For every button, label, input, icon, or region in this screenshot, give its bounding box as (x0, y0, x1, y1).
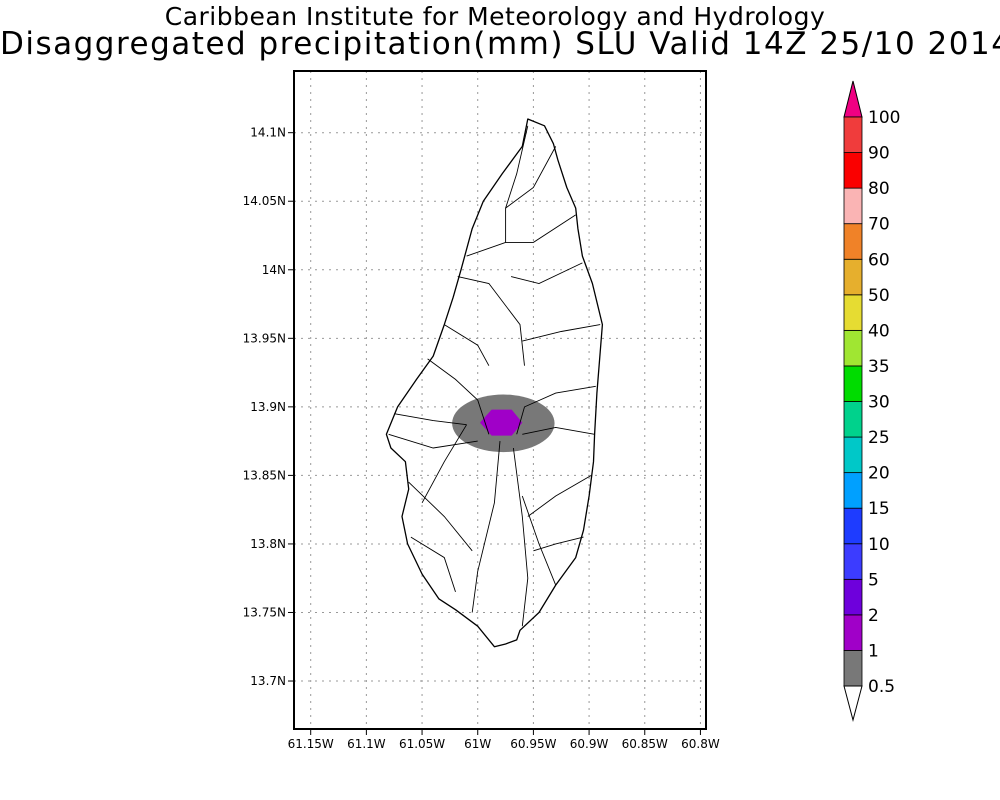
colorbar-cell (843, 258, 863, 296)
colorbar-label: 40 (868, 321, 890, 341)
catchment-boundary (505, 125, 529, 209)
colorbar-cell (843, 329, 863, 367)
catchment-boundary (471, 441, 501, 613)
colorbar-cell (843, 401, 863, 438)
colorbar-cell (843, 472, 863, 509)
precip-shading (452, 394, 555, 453)
catchment-boundary (421, 424, 467, 504)
colorbar-cell (843, 436, 863, 474)
catchment-boundary (522, 324, 601, 342)
x-tick-label: 61W (464, 737, 491, 751)
colorbar-under-arrow (843, 685, 863, 722)
catchment-boundary (394, 413, 467, 426)
catchment-boundary (512, 447, 529, 627)
colorbar-cell (843, 365, 863, 402)
x-tick-label: 60.8W (681, 737, 720, 751)
catchment-boundary (388, 433, 478, 449)
colorbar-cell (843, 223, 863, 260)
colorbar-label: 10 (868, 535, 890, 555)
x-tick-label: 61.1W (347, 737, 386, 751)
catchment-boundary (505, 214, 576, 243)
y-tick-label: 13.7N (250, 674, 286, 688)
grid-lines (294, 71, 706, 729)
catchment-boundary (516, 385, 596, 435)
product-title: Disaggregated precipitation(mm) SLU Vali… (0, 26, 1000, 62)
x-tick-label: 60.95W (510, 737, 556, 751)
colorbar-label: 5 (868, 570, 879, 590)
colorbar-cell (843, 116, 863, 153)
colorbar-cell (843, 650, 863, 687)
catchment-boundary (410, 536, 456, 593)
y-tick-label: 13.95N (243, 331, 286, 345)
colorbar-cell (843, 152, 863, 189)
y-tick-label: 13.9N (250, 400, 286, 414)
colorbar-label: 1 (868, 641, 879, 661)
colorbar-label: 20 (868, 464, 890, 484)
colorbar-label: 15 (868, 499, 890, 519)
y-tick-label: 14.1N (250, 126, 286, 140)
colorbar-label: 35 (868, 357, 890, 377)
institution-title: Caribbean Institute for Meteorology and … (164, 2, 826, 31)
colorbar-label: 70 (868, 215, 890, 235)
y-tick-label: 14.05N (243, 194, 286, 208)
catchment-boundary (527, 475, 592, 517)
catchment-boundary (466, 146, 557, 257)
catchment-boundary (408, 481, 473, 552)
y-tick-label: 13.75N (243, 605, 286, 619)
catchment-boundary (444, 324, 490, 366)
y-tick-label: 13.85N (243, 468, 286, 482)
colorbar-over-arrow (843, 80, 863, 118)
catchment-boundary (457, 276, 525, 366)
colorbar-label: 80 (868, 179, 890, 199)
colorbar-label: 2 (868, 606, 879, 626)
x-tick-label: 61.15W (288, 737, 334, 751)
catchment-boundary (522, 426, 595, 435)
x-tick-label: 60.85W (622, 737, 668, 751)
colorbar-label: 0.5 (868, 677, 895, 697)
river-lines (388, 125, 601, 627)
map-frame (293, 70, 707, 730)
catchment-boundary (521, 495, 557, 586)
x-tick-label: 60.9W (570, 737, 609, 751)
longitude-axis: 61.15W 61.1W 61.05W 61W 60.95W 60.9W 60.85W 60.… (288, 729, 720, 751)
y-tick-label: 13.8N (250, 537, 286, 551)
catchment-boundary (510, 262, 583, 284)
saint-lucia-coastline (385, 118, 604, 648)
colorbar-label: 100 (868, 108, 900, 128)
colorbar-label: 25 (868, 428, 890, 448)
y-tick-label: 14N (262, 263, 286, 277)
colorbar-cell (843, 294, 863, 331)
colorbar-label: 60 (868, 250, 890, 270)
colorbar-label: 90 (868, 144, 890, 164)
latitude-axis: 14.1N 14.05N 14N 13.95N 13.9N 13.85N 13.8N 13.7… (243, 126, 294, 688)
x-tick-label: 61.05W (399, 737, 445, 751)
colorbar-label: 30 (868, 393, 890, 413)
colorbar-cell (843, 578, 863, 616)
colorbar-cell (843, 187, 863, 225)
precip-area-1-2mm (480, 409, 523, 436)
island-outline (385, 118, 604, 648)
colorbar-cell (843, 507, 863, 545)
colorbar-cell (843, 614, 863, 651)
colorbar-cell (843, 543, 863, 580)
catchment-boundary (427, 358, 490, 435)
colorbar-label: 50 (868, 286, 890, 306)
